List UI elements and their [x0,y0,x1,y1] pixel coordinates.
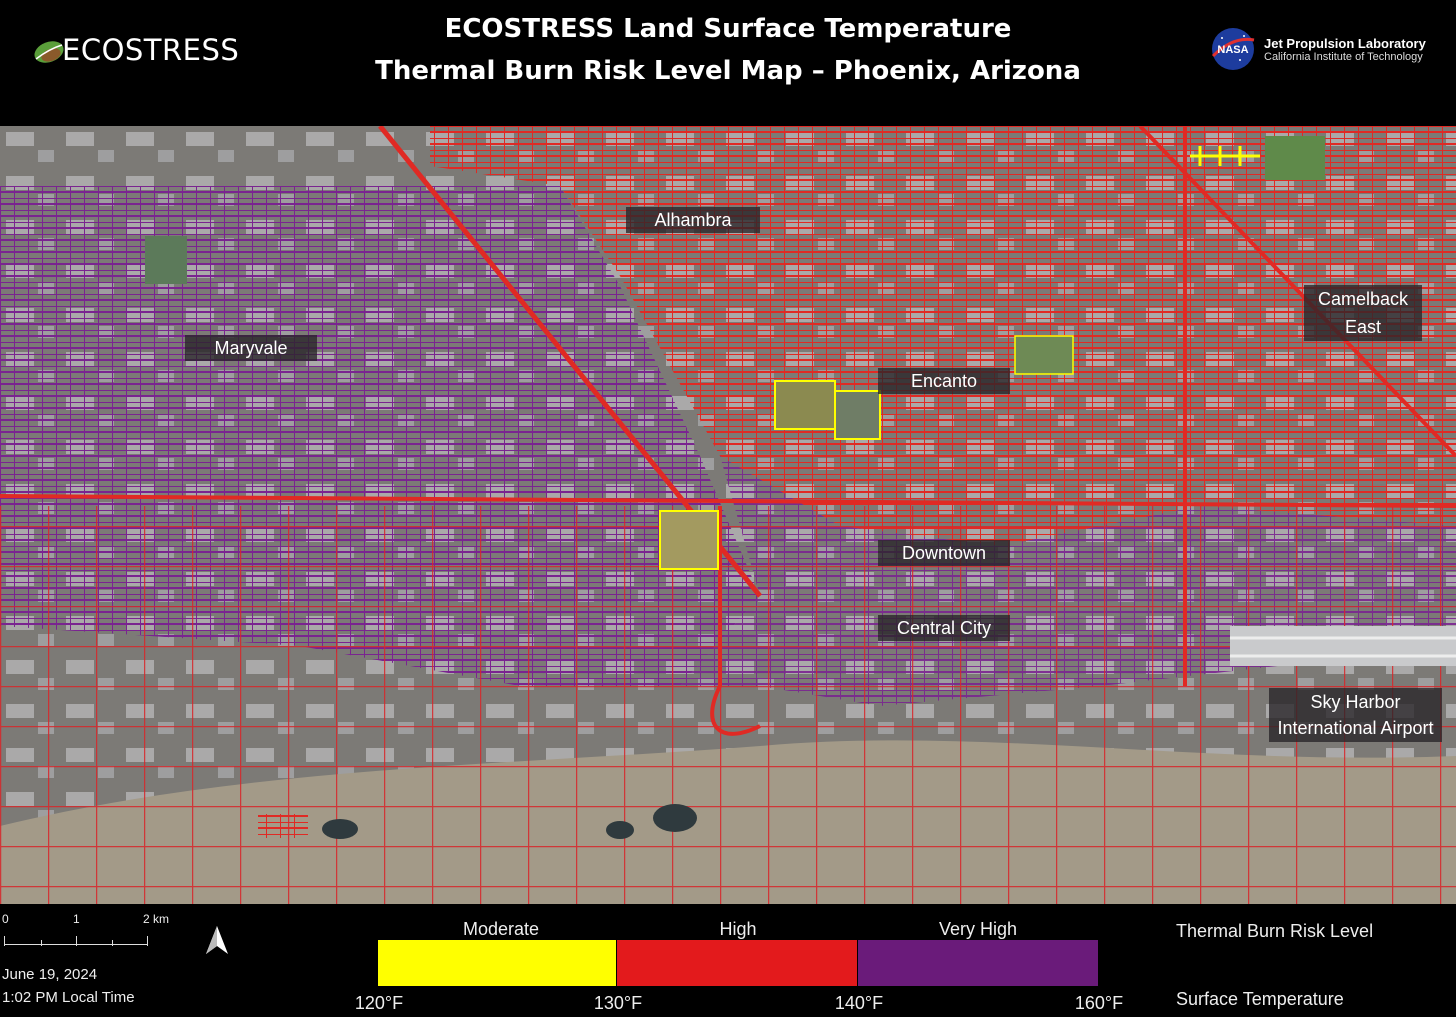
burn-risk-map[interactable]: Alhambra Maryvale Encanto Camelback East… [0,126,1456,904]
legend-swatch-high [617,940,857,986]
scale-label-2km: 2 km [143,912,170,926]
acquisition-time: 1:02 PM Local Time [2,989,135,1006]
scale-label-1: 1 [73,912,80,926]
legend-swatch-moderate [378,940,616,986]
legend-tick-140: 140°F [834,993,884,1013]
legend-label-high: High [719,919,757,939]
nasa-meatball-icon: NASA [1211,28,1255,70]
nasa-logo-text: NASA [1217,44,1248,56]
legend-title-surface-temp: Surface Temperature [1176,989,1344,1009]
place-label-camelback-east: Camelback East [1304,285,1422,341]
map-title-line1: ECOSTRESS Land Surface Temperature [444,14,1012,44]
scale-label-0: 0 [2,912,9,926]
leaf-icon [34,41,64,63]
map-title-line2: Thermal Burn Risk Level Map – Phoenix, A… [375,56,1081,86]
jpl-name: Jet Propulsion Laboratory [1264,35,1426,51]
encanto-park [774,380,836,430]
legend-label-very-high: Very High [938,919,1018,939]
place-label-camelback-line1: Camelback [1317,289,1409,309]
place-label-central-city: Central City [878,615,1010,641]
place-label-camelback-line2: East [1344,317,1382,337]
airport-runways [1230,626,1456,666]
ecostress-logo: ECOSTRESS [32,28,239,72]
header-bar: ECOSTRESS ECOSTRESS Land Surface Tempera… [0,0,1456,126]
legend-label-moderate: Moderate [462,919,540,939]
place-label-sky-harbor: Sky Harbor International Airport [1269,688,1442,742]
ecostress-logo-text: ECOSTRESS [62,33,240,67]
high-risk-roads-south [0,506,1456,904]
jpl-subtitle: California Institute of Technology [1264,50,1423,63]
place-label-encanto: Encanto [878,368,1010,394]
place-label-sky-harbor-line2: International Airport [1277,718,1434,738]
map-canvas [0,126,1456,904]
place-label-maryvale: Maryvale [185,335,317,361]
place-label-downtown: Downtown [878,540,1010,566]
legend-title-risk-level: Thermal Burn Risk Level [1176,921,1374,941]
interstate-10-road [0,494,1456,508]
park [145,236,187,284]
acquisition-date: June 19, 2024 [2,966,98,983]
scale-bar: 0 1 2 km [0,904,190,964]
legend-swatch-very-high [858,940,1098,986]
legend-tick-130: 130°F [593,993,643,1013]
legend-footer: 0 1 2 km June 19, 2024 1:02 PM Local Tim… [0,904,1456,1017]
legend-tick-160: 160°F [1074,993,1124,1013]
place-label-alhambra: Alhambra [626,207,760,233]
place-label-sky-harbor-line1: Sky Harbor [1310,692,1401,712]
legend-tick-120: 120°F [354,993,404,1013]
north-arrow-icon [206,926,228,954]
jpl-logo: NASA Jet Propulsion Laboratory Californi… [1210,26,1426,72]
